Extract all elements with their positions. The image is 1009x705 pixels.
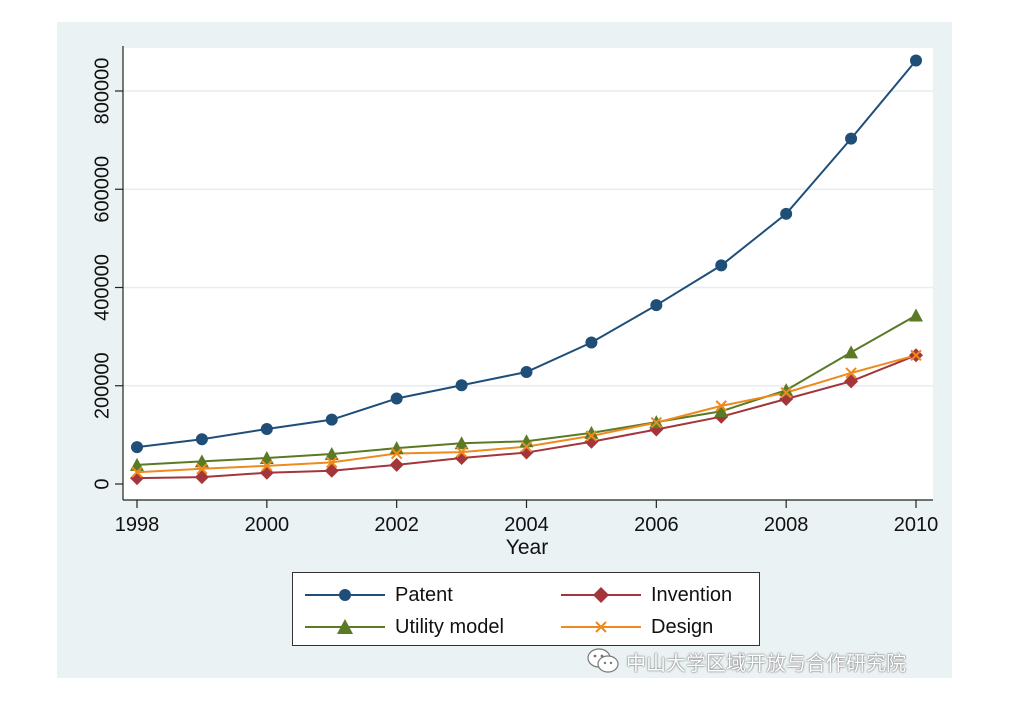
legend: Patent Invention Utility model Design — [292, 572, 760, 646]
point-invention — [324, 463, 339, 478]
point-utility-model — [324, 447, 339, 461]
y-tick-label: 600000 — [91, 156, 113, 223]
point-utility-model — [714, 404, 729, 418]
legend-label-invention: Invention — [651, 583, 733, 606]
point-design — [650, 416, 663, 429]
x-tick-label: 2002 — [374, 514, 419, 536]
legend-label-utility-model: Utility model — [395, 615, 504, 638]
point-patent — [715, 259, 728, 272]
x-tick-label: 2006 — [634, 514, 679, 536]
point-patent — [910, 54, 922, 67]
point-patent — [390, 392, 403, 405]
legend-item-patent: Patent — [305, 581, 453, 609]
point-patent — [131, 441, 143, 454]
point-design — [455, 446, 468, 458]
point-patent — [650, 299, 663, 312]
watermark: 中山大学区域开放与合作研究院 — [586, 645, 906, 677]
point-utility-model — [909, 308, 923, 322]
y-tick-label: 200000 — [91, 352, 113, 419]
legend-label-design: Design — [651, 615, 714, 638]
y-tick-label: 400000 — [91, 254, 113, 321]
point-design — [390, 447, 403, 460]
point-design — [326, 456, 338, 469]
x-tick-label: 2000 — [245, 514, 290, 536]
legend-key-patent — [305, 589, 385, 601]
point-patent — [585, 336, 598, 349]
point-patent — [260, 422, 273, 435]
point-design — [910, 349, 922, 361]
x-axis-title: Year — [506, 536, 548, 559]
point-utility-model — [259, 450, 274, 464]
legend-item-utility-model: Utility model — [305, 613, 504, 641]
point-patent — [845, 132, 858, 145]
legend-key-invention — [561, 587, 641, 603]
x-tick-label: 2010 — [894, 514, 939, 536]
point-design — [131, 466, 143, 478]
watermark-text: 中山大学区域开放与合作研究院 — [626, 652, 906, 675]
legend-item-design: Design — [561, 613, 713, 641]
x-tick-label: 2008 — [764, 514, 809, 536]
point-patent — [520, 365, 533, 378]
y-tick-label: 0 — [91, 478, 113, 489]
legend-key-design — [561, 621, 641, 633]
point-design — [520, 440, 533, 453]
point-utility-model — [844, 345, 859, 359]
point-design — [715, 400, 727, 412]
point-design — [196, 463, 208, 475]
point-utility-model — [454, 436, 469, 450]
legend-item-invention: Invention — [561, 581, 732, 609]
point-utility-model — [779, 383, 794, 397]
legend-key-utility-model — [305, 619, 385, 634]
point-invention — [389, 457, 404, 472]
point-design — [845, 367, 857, 379]
point-design — [261, 460, 273, 472]
point-design — [780, 386, 792, 399]
point-patent — [195, 433, 208, 446]
legend-label-patent: Patent — [395, 583, 453, 606]
point-patent — [455, 379, 468, 392]
wechat-icon — [587, 648, 619, 673]
x-tick-label: 2004 — [504, 514, 549, 536]
point-patent — [780, 207, 793, 220]
point-patent — [325, 413, 338, 426]
point-design — [585, 430, 598, 442]
point-invention — [259, 465, 274, 480]
point-utility-model — [584, 425, 599, 439]
x-tick-label: 1998 — [115, 514, 160, 536]
plot-area — [123, 48, 933, 500]
y-tick-label: 800000 — [91, 58, 113, 125]
point-invention — [194, 470, 209, 485]
